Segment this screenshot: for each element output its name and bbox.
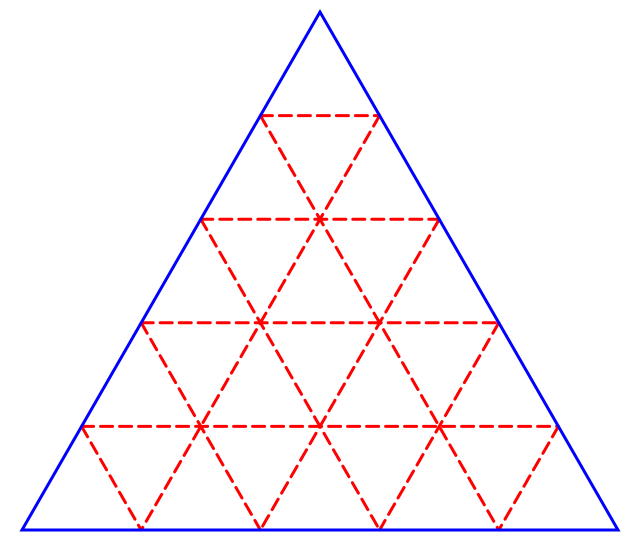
outer-triangle — [22, 12, 618, 530]
grid-line — [82, 426, 142, 530]
grid-line — [201, 219, 380, 530]
grid-line — [260, 219, 439, 530]
grid-line — [499, 426, 559, 530]
inner-dashed-grid — [82, 116, 559, 530]
triangle-diagram — [0, 0, 640, 556]
